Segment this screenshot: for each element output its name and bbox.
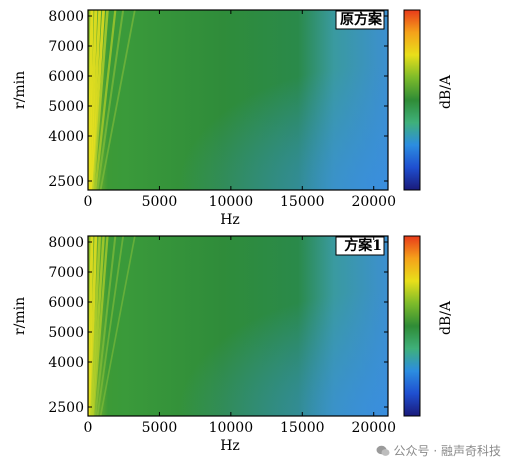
order-line-18 [96,10,125,190]
y-tick-label: 5000 [48,99,84,115]
order-line-10 [92,236,109,416]
y-tick-label: 6000 [48,295,84,311]
y-tick-label: 7000 [48,39,84,55]
x-tick-label: 0 [84,420,93,436]
colorbar-label: dB/A [438,74,454,109]
y-tick-label: 8000 [48,9,84,25]
order-line-2 [88,236,94,416]
y-axis-label: r/min [12,71,28,109]
panel-title: 原方案 [340,11,383,28]
order-line-8 [90,10,105,190]
order-line-24 [99,10,136,190]
panel-title-box [335,236,385,256]
y-tick-label: 2500 [48,174,84,190]
x-tick-label: 10000 [209,194,254,210]
y-tick-label: 7000 [48,265,84,281]
y-tick-label: 8000 [48,235,84,251]
spectrogram-panel-2: 方案1 0 5000 10000 15000 20000 2500 4000 5000 6000 7… [12,235,454,454]
order-lines [88,10,136,190]
panel-title-box [335,10,385,30]
x-tick-label: 20000 [351,194,396,210]
y-tick-label: 5000 [48,325,84,341]
order-line-6 [89,10,102,190]
order-line-4 [88,10,98,190]
x-tick-label: 10000 [209,420,254,436]
heatmap-blue-region [88,10,388,190]
watermark-text: 公众号 · 融声奇科技 [393,444,501,458]
x-tick-label: 0 [84,194,93,210]
order-line-6 [89,236,101,416]
colorbar [403,9,421,191]
order-line-14 [94,10,117,190]
colorbar [403,235,421,417]
x-tick-label: 5000 [142,194,178,210]
y-tick-label: 4000 [48,129,84,145]
spectrogram-panel-1: 原方案 0 5000 10000 15000 20000 2500 4000 5000 6000 7… [12,9,454,228]
y-axis-label: r/min [12,297,28,335]
y-tick-label: 6000 [48,69,84,85]
order-line-14 [94,236,117,416]
y-tick-label: 4000 [48,355,84,371]
order-line-10 [91,10,109,190]
order-lines [88,236,136,416]
order-line-4 [88,236,98,416]
x-tick-label: 15000 [280,420,325,436]
panel-title: 方案1 [344,237,382,254]
wechat-icon [376,445,390,456]
x-tick-label: 15000 [280,194,325,210]
order-line-2 [88,10,94,190]
plot-frame [87,235,389,417]
colorbar-label: dB/A [438,300,454,335]
x-axis-label: Hz [220,438,240,454]
x-tick-label: 5000 [142,420,178,436]
order-line-8 [90,236,105,416]
heatmap-blue-region [88,236,388,416]
plot-frame [87,9,389,191]
x-tick-label: 20000 [351,420,396,436]
x-axis-label: Hz [220,212,240,228]
order-line-18 [96,236,125,416]
order-line-24 [99,236,136,416]
watermark: 公众号 · 融声奇科技 [376,442,501,459]
y-tick-label: 2500 [48,400,84,416]
